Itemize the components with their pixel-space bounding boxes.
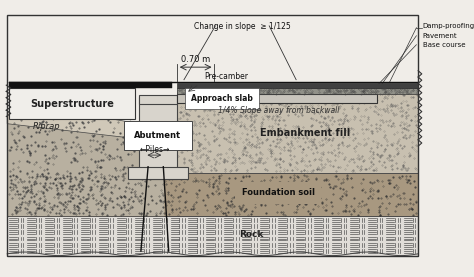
Polygon shape — [7, 112, 139, 139]
Bar — [9, 81, 173, 88]
Text: 0.70 m: 0.70 m — [181, 55, 210, 65]
Text: ←Piles→: ←Piles→ — [139, 145, 170, 154]
Polygon shape — [164, 88, 418, 173]
Text: Pavement: Pavement — [423, 33, 457, 39]
Text: Foundation soil: Foundation soil — [242, 188, 315, 197]
Text: Rock: Rock — [239, 230, 264, 238]
Text: Base course: Base course — [423, 42, 465, 48]
Bar — [7, 216, 418, 256]
Text: Approach slab: Approach slab — [191, 94, 253, 103]
Polygon shape — [7, 115, 164, 216]
Text: 1/4% Slope away from backwall: 1/4% Slope away from backwall — [218, 106, 339, 115]
Bar — [177, 88, 418, 94]
Bar — [128, 167, 188, 179]
Polygon shape — [7, 173, 418, 216]
Bar — [139, 95, 177, 104]
Text: Pre-camber: Pre-camber — [204, 72, 248, 81]
Bar — [9, 88, 135, 119]
Text: Abutment: Abutment — [135, 131, 182, 140]
Bar — [139, 97, 177, 179]
Text: Superstructure: Superstructure — [30, 99, 114, 109]
Text: Riprap: Riprap — [33, 122, 61, 131]
Bar — [9, 81, 418, 83]
Bar — [177, 83, 418, 88]
Bar — [177, 94, 377, 103]
Text: Change in slope  ≥ 1/125: Change in slope ≥ 1/125 — [194, 22, 291, 31]
Text: Damp-proofing: Damp-proofing — [423, 23, 474, 29]
Text: Embankment fill: Embankment fill — [260, 128, 350, 138]
